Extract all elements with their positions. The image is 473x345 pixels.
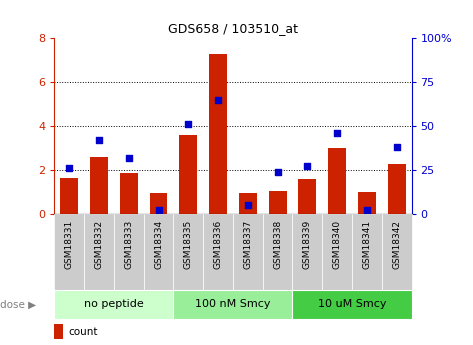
Text: GSM18341: GSM18341: [362, 220, 371, 269]
Bar: [174, 214, 203, 290]
Bar: [174, 290, 292, 319]
Text: GSM18338: GSM18338: [273, 220, 282, 269]
Bar: [298, 179, 316, 214]
Bar: [61, 178, 78, 214]
Point: [393, 144, 401, 150]
Text: count: count: [69, 327, 98, 337]
Bar: [209, 55, 227, 214]
Title: GDS658 / 103510_at: GDS658 / 103510_at: [168, 22, 298, 36]
Text: 10 uM Smcy: 10 uM Smcy: [318, 299, 386, 309]
Bar: [120, 173, 138, 214]
Text: GSM18339: GSM18339: [303, 220, 312, 269]
Point: [184, 121, 192, 127]
Bar: [382, 214, 412, 290]
Bar: [239, 193, 257, 214]
Point: [274, 169, 281, 175]
Bar: [388, 165, 405, 214]
Bar: [233, 214, 263, 290]
Bar: [352, 214, 382, 290]
Bar: [54, 214, 84, 290]
Bar: [292, 214, 322, 290]
Text: GSM18335: GSM18335: [184, 220, 193, 269]
Text: GSM18340: GSM18340: [333, 220, 342, 269]
Bar: [54, 324, 63, 339]
Point: [65, 165, 73, 171]
Bar: [203, 214, 233, 290]
Bar: [144, 214, 174, 290]
Bar: [269, 191, 287, 214]
Text: dose ▶: dose ▶: [0, 299, 36, 309]
Point: [125, 155, 132, 160]
Bar: [84, 214, 114, 290]
Point: [244, 202, 252, 208]
Point: [304, 164, 311, 169]
Bar: [114, 214, 144, 290]
Text: GSM18342: GSM18342: [392, 220, 401, 269]
Text: GSM18331: GSM18331: [65, 220, 74, 269]
Text: GSM18334: GSM18334: [154, 220, 163, 269]
Bar: [149, 193, 167, 214]
Text: 100 nM Smcy: 100 nM Smcy: [195, 299, 271, 309]
Text: no peptide: no peptide: [84, 299, 144, 309]
Point: [155, 208, 162, 213]
Text: GSM18333: GSM18333: [124, 220, 133, 269]
Point: [363, 208, 371, 213]
Bar: [90, 157, 108, 214]
Bar: [54, 290, 174, 319]
Bar: [263, 214, 292, 290]
Point: [214, 97, 222, 102]
Bar: [328, 148, 346, 214]
Bar: [179, 135, 197, 214]
Text: GSM18337: GSM18337: [243, 220, 252, 269]
Text: GSM18332: GSM18332: [95, 220, 104, 269]
Point: [95, 137, 103, 143]
Bar: [292, 290, 412, 319]
Bar: [322, 214, 352, 290]
Point: [333, 130, 341, 136]
Text: GSM18336: GSM18336: [214, 220, 223, 269]
Bar: [358, 192, 376, 214]
